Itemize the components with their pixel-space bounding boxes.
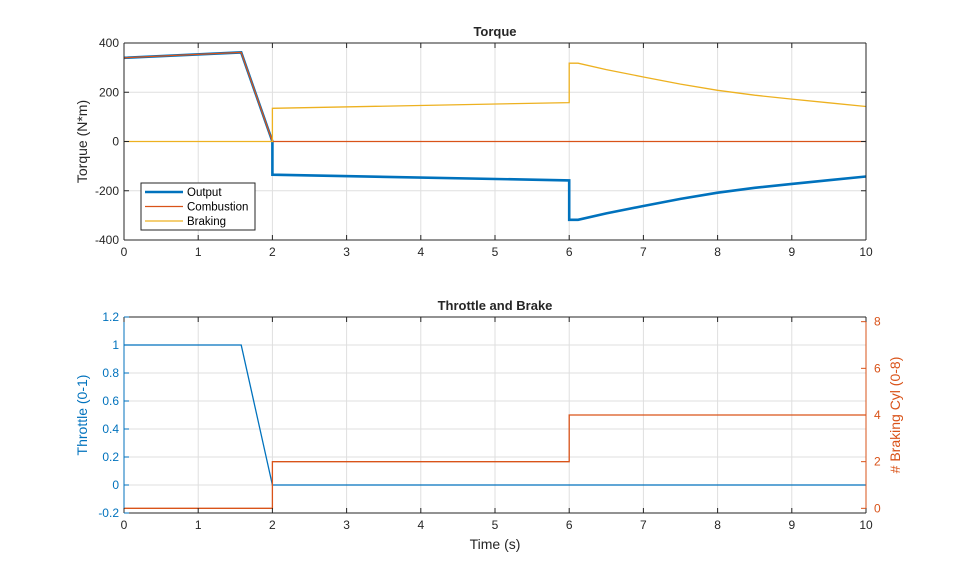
x-tick-label: 1 bbox=[195, 518, 202, 532]
x-tick-label: 4 bbox=[417, 245, 424, 259]
x-tick-label: 1 bbox=[195, 245, 202, 259]
x-tick-label: 8 bbox=[714, 518, 721, 532]
y-tick-label: 0.2 bbox=[102, 450, 119, 464]
x-tick-label: 2 bbox=[269, 245, 276, 259]
chart-2: 0 1 2 3 4 5 6 7 8 9 10-0.200.20.40.60.811.202468Th… bbox=[74, 298, 903, 552]
y-tick-label: -400 bbox=[95, 233, 119, 247]
y-tick-label: 0 bbox=[112, 478, 119, 492]
x-tick-label: 5 bbox=[492, 245, 499, 259]
y-right-tick-label: 8 bbox=[874, 315, 881, 329]
y-tick-label: 1.2 bbox=[102, 310, 119, 324]
legend-label-output: Output bbox=[187, 187, 222, 199]
x-tick-label: 0 bbox=[121, 518, 128, 532]
x-tick-label: 9 bbox=[788, 245, 795, 259]
y-right-tick-label: 6 bbox=[874, 361, 881, 375]
series-line-braking bbox=[124, 62, 867, 143]
x-tick-label: 2 bbox=[269, 518, 276, 532]
y-right-axis-label: # Braking Cyl (0-8) bbox=[887, 357, 903, 474]
x-tick-label: 10 bbox=[859, 245, 873, 259]
y-tick-label: -200 bbox=[95, 184, 119, 198]
x-tick-label: 8 bbox=[714, 245, 721, 259]
x-tick-label: 9 bbox=[788, 518, 795, 532]
chart-title: Torque bbox=[473, 24, 516, 39]
x-tick-label: 0 bbox=[121, 245, 128, 259]
y-right-tick-label: 4 bbox=[874, 408, 881, 422]
y-tick-label: 0.4 bbox=[102, 422, 119, 436]
series-line-output bbox=[123, 51, 867, 222]
y-axis-label: Torque (N*m) bbox=[74, 100, 90, 183]
x-tick-label: 3 bbox=[343, 518, 350, 532]
y-right-tick-label: 2 bbox=[874, 455, 881, 469]
chart-1: 0 1 2 3 4 5 6 7 8 9 10 -400 -200 0 200 400 Torque Torque … bbox=[74, 24, 873, 259]
legend: Output Combustion Braking bbox=[140, 182, 256, 231]
y-tick-label: 1 bbox=[112, 338, 119, 352]
x-axis-label: Time (s) bbox=[470, 536, 521, 552]
legend-label-combustion: Combustion bbox=[187, 202, 248, 214]
series-line-throttle bbox=[124, 344, 866, 486]
y-right-tick-label: 0 bbox=[874, 501, 881, 515]
x-tick-label: 6 bbox=[566, 518, 573, 532]
x-tick-label: 3 bbox=[343, 245, 350, 259]
series-line-combustion bbox=[123, 51, 866, 143]
x-tick-label: 6 bbox=[566, 245, 573, 259]
x-tick-label: 10 bbox=[859, 518, 873, 532]
x-tick-label: 7 bbox=[640, 518, 647, 532]
series-line-braking-cyl bbox=[124, 414, 866, 509]
y-tick-label: 0.8 bbox=[102, 366, 119, 380]
y-tick-label: 400 bbox=[99, 36, 119, 50]
legend-label-braking: Braking bbox=[187, 216, 226, 228]
y-tick-label: 0 bbox=[112, 135, 119, 149]
chart-title: Throttle and Brake bbox=[438, 298, 553, 313]
x-tick-label: 5 bbox=[492, 518, 499, 532]
x-tick-label: 4 bbox=[417, 518, 424, 532]
y-tick-label: 200 bbox=[99, 85, 119, 99]
y-tick-label: 0.6 bbox=[102, 394, 119, 408]
y-axis-label: Throttle (0-1) bbox=[74, 375, 90, 456]
x-tick-label: 7 bbox=[640, 245, 647, 259]
y-tick-label: -0.2 bbox=[98, 506, 119, 520]
